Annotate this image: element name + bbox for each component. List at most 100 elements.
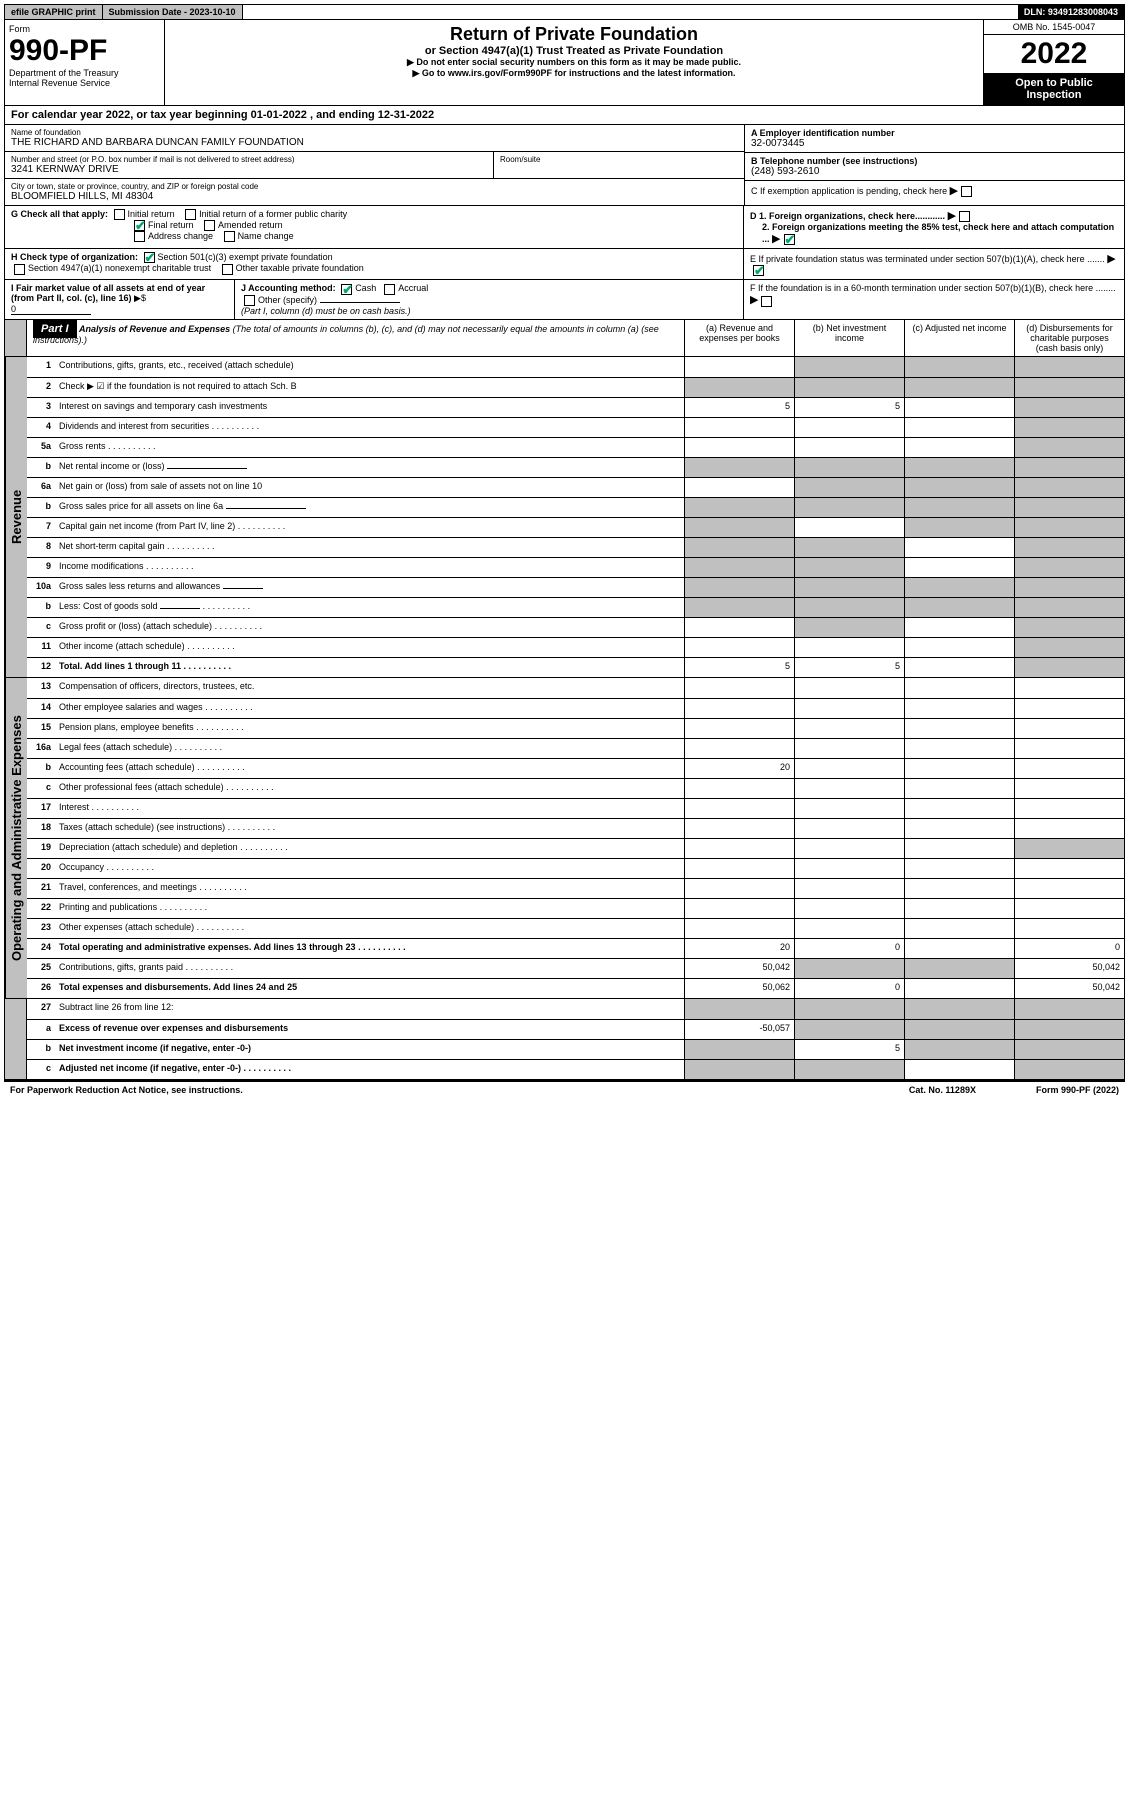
l26-d: 50,042 — [1014, 979, 1124, 998]
entity-info-grid: Name of foundation THE RICHARD AND BARBA… — [4, 125, 1125, 206]
form-number: 990-PF — [9, 34, 160, 68]
line-10b: Less: Cost of goods sold — [55, 598, 684, 617]
l12-b: 5 — [794, 658, 904, 677]
j-label: J Accounting method: — [241, 283, 336, 293]
h-other-checkbox[interactable] — [222, 264, 233, 275]
i-label: I Fair market value of all assets at end… — [11, 283, 205, 303]
g-addr-chg: Address change — [148, 231, 213, 241]
g-addr-checkbox[interactable] — [134, 231, 145, 242]
revenue-side-label: Revenue — [5, 357, 27, 677]
g-final-checkbox[interactable] — [134, 220, 145, 231]
e-checkbox[interactable] — [753, 265, 764, 276]
l16b-a: 20 — [684, 759, 794, 778]
h-501: Section 501(c)(3) exempt private foundat… — [158, 252, 333, 262]
e-label: E If private foundation status was termi… — [750, 254, 1105, 264]
g-amended-checkbox[interactable] — [204, 220, 215, 231]
omb-number: OMB No. 1545-0047 — [984, 20, 1124, 35]
c-checkbox[interactable] — [961, 186, 972, 197]
g-name-checkbox[interactable] — [224, 231, 235, 242]
l24-a: 20 — [684, 939, 794, 958]
foundation-name: THE RICHARD AND BARBARA DUNCAN FAMILY FO… — [11, 137, 738, 148]
g-initial-former-checkbox[interactable] — [185, 209, 196, 220]
form-label: Form — [9, 24, 160, 34]
l27b-b: 5 — [794, 1040, 904, 1059]
line-22: Printing and publications — [55, 899, 684, 918]
line-13: Compensation of officers, directors, tru… — [55, 678, 684, 698]
expenses-side-label: Operating and Administrative Expenses — [5, 678, 27, 998]
col-d-header: (d) Disbursements for charitable purpose… — [1014, 320, 1124, 356]
dln-label: DLN: 93491283008043 — [1018, 5, 1124, 19]
line-26: Total expenses and disbursements. Add li… — [55, 979, 684, 998]
line-27: Subtract line 26 from line 12: — [55, 999, 684, 1019]
g-initial-former: Initial return of a former public charit… — [199, 209, 347, 219]
line-27c: Adjusted net income (if negative, enter … — [55, 1060, 684, 1079]
city-label: City or town, state or province, country… — [11, 182, 738, 191]
calendar-year-row: For calendar year 2022, or tax year begi… — [4, 106, 1125, 125]
top-bar: efile GRAPHIC print Submission Date - 20… — [4, 4, 1125, 20]
line-15: Pension plans, employee benefits — [55, 719, 684, 738]
revenue-block: Revenue 1Contributions, gifts, grants, e… — [4, 357, 1125, 678]
submission-date: Submission Date - 2023-10-10 — [103, 5, 243, 19]
line-2: Check ▶ ☑ if the foundation is not requi… — [55, 378, 684, 397]
line-17: Interest — [55, 799, 684, 818]
j-accrual-checkbox[interactable] — [384, 284, 395, 295]
h-501-checkbox[interactable] — [144, 252, 155, 263]
g-initial-checkbox[interactable] — [114, 209, 125, 220]
header-mid: Return of Private Foundation or Section … — [165, 20, 984, 105]
line-25: Contributions, gifts, grants paid — [55, 959, 684, 978]
form-header: Form 990-PF Department of the Treasury I… — [4, 20, 1125, 106]
line-1: Contributions, gifts, grants, etc., rece… — [55, 357, 684, 377]
line-20: Occupancy — [55, 859, 684, 878]
line-14: Other employee salaries and wages — [55, 699, 684, 718]
col-b-header: (b) Net investment income — [794, 320, 904, 356]
line-23: Other expenses (attach schedule) — [55, 919, 684, 938]
dept-treasury: Department of the Treasury Internal Reve… — [9, 68, 160, 88]
h-4947: Section 4947(a)(1) nonexempt charitable … — [28, 263, 211, 273]
form-note-2: ▶ Go to www.irs.gov/Form990PF for instru… — [169, 68, 979, 79]
line-16a: Legal fees (attach schedule) — [55, 739, 684, 758]
line-19: Depreciation (attach schedule) and deple… — [55, 839, 684, 858]
j-cash: Cash — [355, 283, 376, 293]
line-10a: Gross sales less returns and allowances — [55, 578, 684, 597]
d2-checkbox[interactable] — [784, 234, 795, 245]
l24-d: 0 — [1014, 939, 1124, 958]
form-note-1: ▶ Do not enter social security numbers o… — [169, 57, 979, 68]
f-checkbox[interactable] — [761, 296, 772, 307]
line-21: Travel, conferences, and meetings — [55, 879, 684, 898]
l26-b: 0 — [794, 979, 904, 998]
j-cash-checkbox[interactable] — [341, 284, 352, 295]
h-other: Other taxable private foundation — [236, 263, 364, 273]
open-public-badge: Open to Public Inspection — [984, 73, 1124, 105]
l3-b: 5 — [794, 398, 904, 417]
line-27b: Net investment income (if negative, ente… — [55, 1040, 684, 1059]
line-5a: Gross rents — [55, 438, 684, 457]
d1-checkbox[interactable] — [959, 211, 970, 222]
l26-a: 50,062 — [684, 979, 794, 998]
h-label: H Check type of organization: — [11, 252, 138, 262]
j-other-checkbox[interactable] — [244, 295, 255, 306]
section-ij-row: I Fair market value of all assets at end… — [4, 280, 1125, 319]
h-4947-checkbox[interactable] — [14, 264, 25, 275]
l24-b: 0 — [794, 939, 904, 958]
line-7: Capital gain net income (from Part IV, l… — [55, 518, 684, 537]
line-16b: Accounting fees (attach schedule) — [55, 759, 684, 778]
name-label: Name of foundation — [11, 128, 738, 137]
line-27a: Excess of revenue over expenses and disb… — [55, 1020, 684, 1039]
col-a-header: (a) Revenue and expenses per books — [684, 320, 794, 356]
g-name-chg: Name change — [238, 231, 294, 241]
d1-label: D 1. Foreign organizations, check here..… — [750, 211, 945, 221]
line-8: Net short-term capital gain — [55, 538, 684, 557]
header-left: Form 990-PF Department of the Treasury I… — [5, 20, 165, 105]
f-label: F If the foundation is in a 60-month ter… — [750, 283, 1116, 293]
footer-form: Form 990-PF (2022) — [1036, 1085, 1119, 1095]
line-18: Taxes (attach schedule) (see instruction… — [55, 819, 684, 838]
room-label: Room/suite — [500, 155, 738, 164]
street-address: 3241 KERNWAY DRIVE — [11, 164, 487, 175]
c-label: C If exemption application is pending, c… — [751, 186, 947, 196]
line-6a: Net gain or (loss) from sale of assets n… — [55, 478, 684, 497]
j-accrual: Accrual — [398, 283, 428, 293]
section-g-row: G Check all that apply: Initial return I… — [4, 206, 1125, 249]
j-other: Other (specify) — [258, 295, 317, 305]
g-amended: Amended return — [218, 220, 283, 230]
efile-print-button[interactable]: efile GRAPHIC print — [5, 5, 103, 19]
